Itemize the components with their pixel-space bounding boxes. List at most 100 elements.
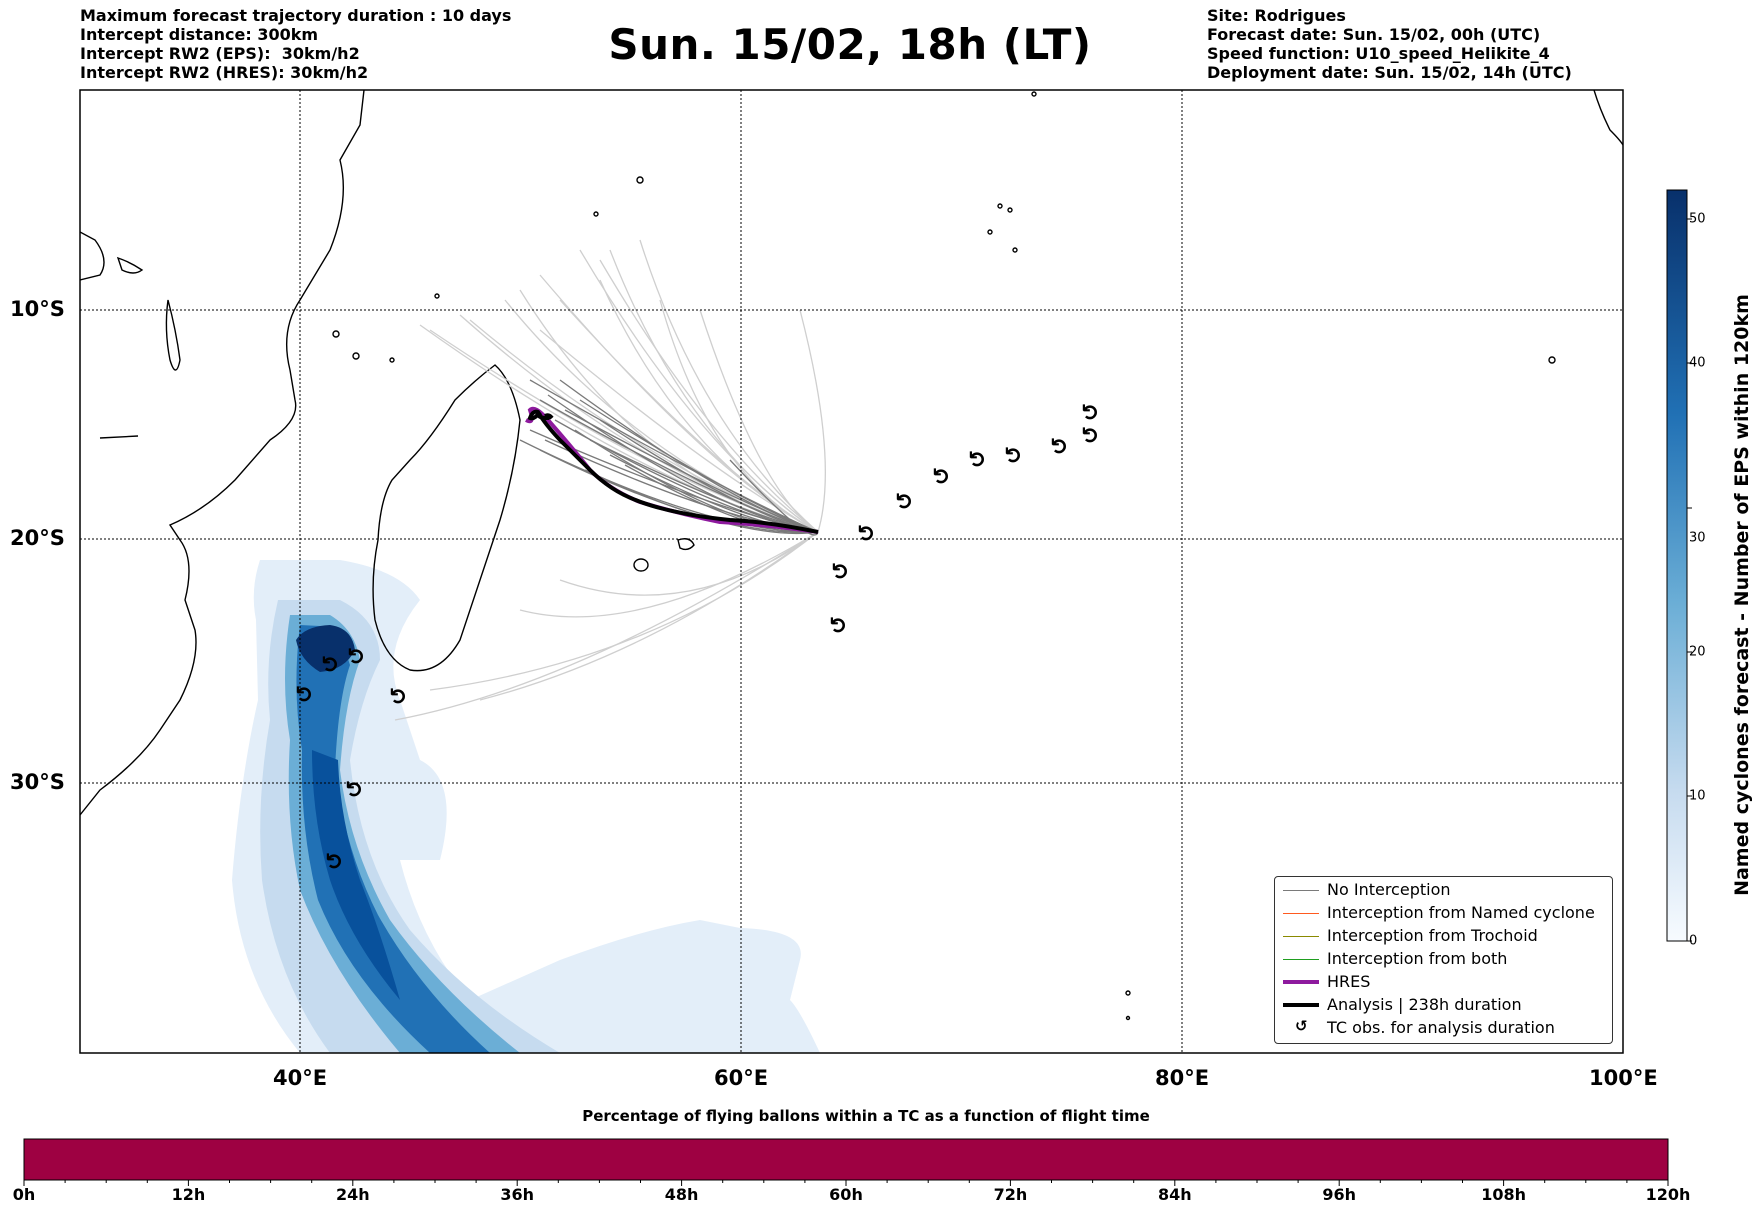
bar-tick-label: 36h xyxy=(500,1185,535,1204)
colorbar-tick-label: 10 xyxy=(1689,788,1706,804)
lon-label-40e: 40°E xyxy=(273,1066,328,1090)
bar-tick-label: 108h xyxy=(1481,1185,1526,1204)
tc-observation-icon: ↺ xyxy=(1048,436,1074,456)
cyclone-density-field xyxy=(232,560,820,1053)
map-frame xyxy=(79,89,1624,1054)
legend-label: No Interception xyxy=(1327,880,1451,899)
ensemble-trajectory xyxy=(479,531,819,701)
bar-tick-label: 0h xyxy=(12,1185,36,1204)
tc-observation-icon: ↺ xyxy=(966,449,992,469)
legend-swatch xyxy=(1283,936,1319,937)
forecast-date-text: Forecast date: Sun. 15/02, 00h (UTC) xyxy=(1207,25,1541,44)
legend-label: HRES xyxy=(1327,972,1371,991)
ensemble-trajectory xyxy=(639,239,819,533)
tc-observation-icon: ↺ xyxy=(387,686,413,706)
legend-item-analysis: Analysis | 238h duration xyxy=(1275,994,1612,1017)
lon-label-100e: 100°E xyxy=(1589,1066,1658,1090)
colorbar xyxy=(1666,189,1688,942)
percentage-bar-fill xyxy=(24,1139,1668,1180)
bar-tick-label: 96h xyxy=(1322,1185,1357,1204)
legend-label: Interception from Named cyclone xyxy=(1327,903,1595,922)
bar-tick-label: 72h xyxy=(993,1185,1028,1204)
ensemble-trajectory xyxy=(599,279,819,533)
coastlines xyxy=(80,90,1623,1021)
bar-tick-label: 60h xyxy=(829,1185,863,1204)
colorbar-ticks xyxy=(1687,218,1692,942)
legend-swatch xyxy=(1283,890,1319,891)
ensemble-trajectory xyxy=(519,289,819,533)
ensemble-trajectories-light xyxy=(394,239,826,721)
ensemble-trajectory xyxy=(559,531,819,596)
legend-item-named-cyclone: Interception from Named cyclone xyxy=(1275,902,1612,925)
legend-item-trochoid: Interception from Trochoid xyxy=(1275,925,1612,948)
ensemble-trajectory xyxy=(529,379,819,533)
legend-swatch xyxy=(1283,980,1319,984)
tc-observation-icon: ↺ xyxy=(1079,425,1105,445)
page-title: Sun. 15/02, 18h (LT) xyxy=(608,20,1092,69)
tc-observation-icon: ↺ xyxy=(345,646,371,666)
ensemble-trajectory xyxy=(519,531,819,618)
colorbar-tick-label: 40 xyxy=(1689,355,1706,371)
bar-tick-label: 12h xyxy=(171,1185,206,1204)
lon-label-80e: 80°E xyxy=(1155,1066,1210,1090)
site-text: Site: Rodrigues xyxy=(1207,6,1346,25)
ensemble-trajectory xyxy=(539,329,819,533)
lon-label-60e: 60°E xyxy=(714,1066,769,1090)
ensemble-trajectory xyxy=(429,329,819,533)
legend-swatch xyxy=(1283,1003,1319,1007)
ensemble-trajectory xyxy=(699,309,819,533)
bar-tick-label: 24h xyxy=(335,1185,370,1204)
colorbar-tick-label: 0 xyxy=(1689,933,1698,949)
legend-swatch xyxy=(1283,959,1319,960)
max-duration-text: Maximum forecast trajectory duration : 1… xyxy=(80,6,512,25)
tc-observation-icon: ↺ xyxy=(930,466,956,486)
colorbar-tick-label: 30 xyxy=(1689,530,1706,546)
legend-item-no-interception: No Interception xyxy=(1275,879,1612,902)
tc-observation-icon: ↺ xyxy=(323,851,349,871)
tc-observation-icon: ↺ xyxy=(827,615,853,635)
tc-observation-icon: ↺ xyxy=(893,491,919,511)
ensemble-trajectory xyxy=(799,309,826,533)
ensemble-trajectory xyxy=(579,249,819,533)
legend-label: Interception from both xyxy=(1327,949,1508,968)
legend-item-both: Interception from both xyxy=(1275,948,1612,971)
ensemble-trajectory xyxy=(539,399,819,533)
ensemble-trajectory xyxy=(419,324,819,533)
colorbar-tick-label: 20 xyxy=(1689,644,1706,660)
bar-tick-label: 48h xyxy=(664,1185,699,1204)
percentage-bar-ticks xyxy=(23,1180,1669,1186)
tc-observation-icon: ↺ xyxy=(319,654,345,674)
header-right-info: Site: Rodrigues Forecast date: Sun. 15/0… xyxy=(1207,6,1572,82)
percentage-bar-title: Percentage of flying ballons within a TC… xyxy=(582,1107,1150,1125)
legend-swatch xyxy=(1283,913,1319,914)
speed-function-text: Speed function: U10_speed_Helikite_4 xyxy=(1207,44,1550,63)
lat-label-10s: 10°S xyxy=(10,297,65,321)
ensemble-trajectory xyxy=(729,459,819,536)
legend-item-tc-obs: ↺ TC obs. for analysis duration xyxy=(1275,1017,1612,1040)
map-legend: No Interception Interception from Named … xyxy=(1274,876,1613,1044)
lat-label-30s: 30°S xyxy=(10,770,65,794)
tc-observation-icon: ↺ xyxy=(855,523,881,543)
bar-tick-label: 120h xyxy=(1645,1185,1691,1204)
tc-observation-icon: ↺ xyxy=(1079,402,1105,422)
analysis-trajectory xyxy=(527,409,819,534)
ensemble-trajectory xyxy=(394,531,819,721)
gridlines xyxy=(80,90,1623,1053)
lat-label-20s: 20°S xyxy=(10,526,65,550)
tc-observation-icon: ↺ xyxy=(293,684,319,704)
intercept-distance-text: Intercept distance: 300km xyxy=(80,25,319,44)
tc-observation-icon: ↺ xyxy=(829,561,855,581)
colorbar-label: Named cyclones forecast - Number of EPS … xyxy=(1731,294,1752,896)
tc-observation-icon: ↺ xyxy=(343,779,369,799)
ensemble-trajectory xyxy=(429,531,819,691)
colorbar-tick-label: 50 xyxy=(1689,211,1706,227)
legend-label: Interception from Trochoid xyxy=(1327,926,1538,945)
bar-tick-label: 84h xyxy=(1157,1185,1192,1204)
tc-observation-icon: ↺ xyxy=(1002,445,1028,465)
legend-label: Analysis | 238h duration xyxy=(1327,995,1522,1014)
legend-item-hres: HRES xyxy=(1275,971,1612,994)
legend-label: TC obs. for analysis duration xyxy=(1327,1018,1555,1037)
tc-symbol-icon: ↺ xyxy=(1295,1017,1308,1035)
deployment-date-text: Deployment date: Sun. 15/02, 14h (UTC) xyxy=(1207,63,1572,82)
